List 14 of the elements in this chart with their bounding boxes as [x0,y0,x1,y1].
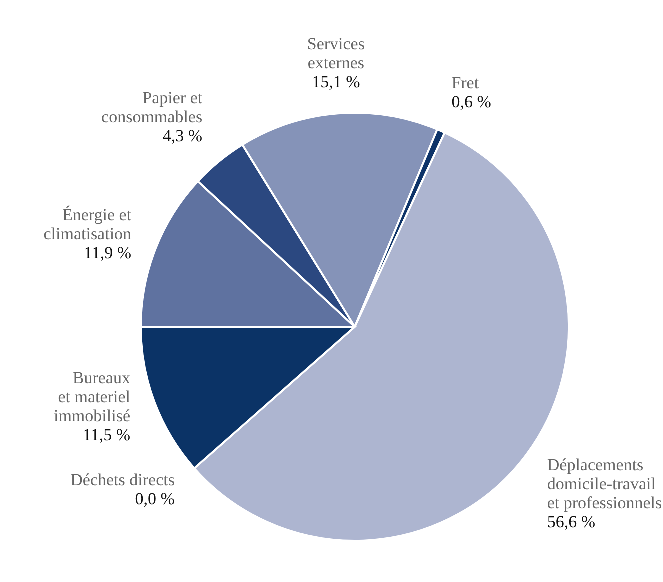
slice-label: Papier et consommables [102,88,203,127]
data-label: 4,3 % [162,126,203,146]
data-label: 15,1 % [312,72,360,92]
slice-label: Déplacements domicile-travail et professionnels [547,455,662,512]
data-label: 11,5 % [82,425,130,444]
data-label: 11,9 % [84,243,132,262]
slice-label: Énergie et climatisation [44,205,132,244]
category-label: Déchets directs [70,470,175,490]
slice-label: Services externes [307,34,365,73]
slice-label: Fret [452,73,480,92]
data-label: 56,6 % [547,512,596,532]
slice-label: Bureaux et materiel immobilisé [54,368,131,426]
text: 0,0 % [135,490,175,509]
data-label: 0,6 % [452,92,492,112]
